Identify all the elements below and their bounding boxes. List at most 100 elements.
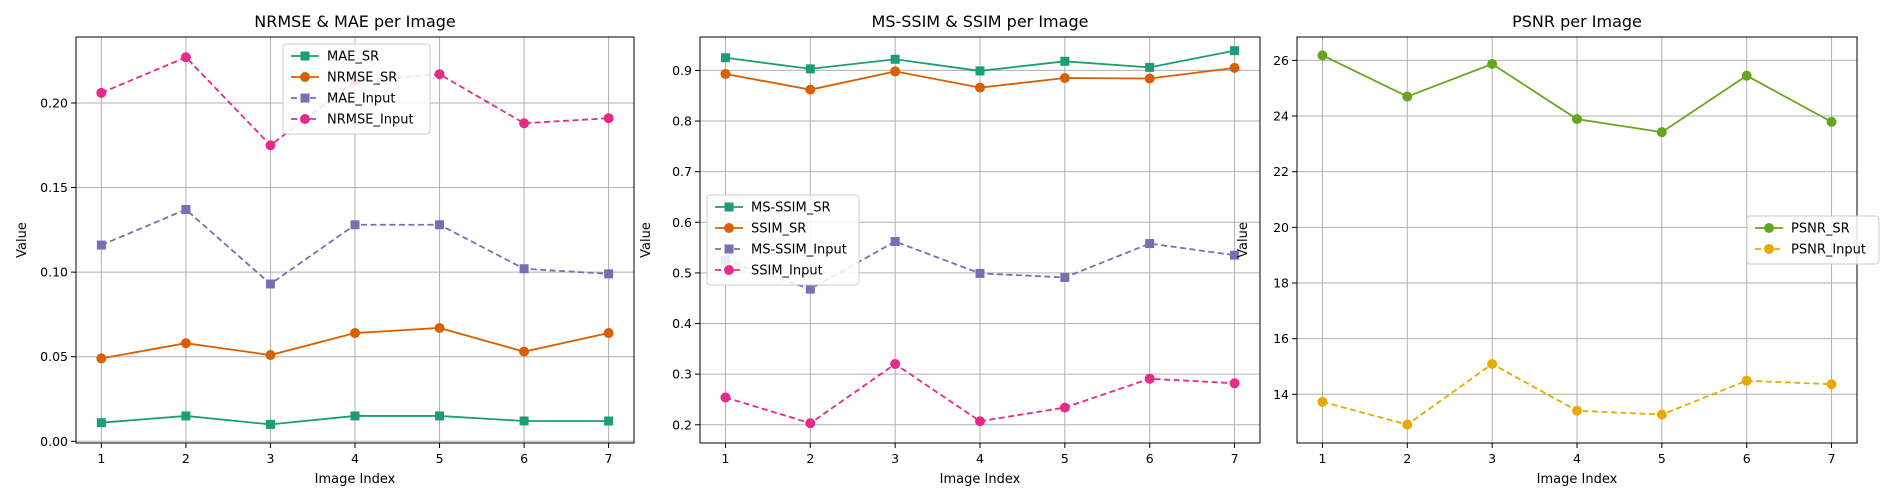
data-point [434, 322, 445, 333]
y-axis-label: Value [15, 222, 30, 258]
data-point [180, 52, 191, 63]
data-point [1230, 46, 1240, 56]
x-tick-label: 5 [1658, 451, 1666, 466]
data-point [435, 220, 445, 230]
plot-frame [75, 36, 635, 444]
y-tick-label: 0.05 [40, 349, 68, 364]
y-tick-label: 24 [1273, 109, 1289, 124]
data-point [1487, 58, 1498, 69]
y-tick-label: 0.9 [672, 63, 692, 78]
data-point [1656, 127, 1667, 138]
data-point [604, 269, 614, 279]
data-point [1229, 378, 1240, 389]
y-axis-label: Value [1236, 222, 1251, 258]
data-point [720, 53, 730, 63]
data-point [1826, 116, 1837, 127]
series-MAE_Input [96, 205, 614, 289]
legend: MAE_SR NRMSE_SR MAE_Input NRMSE_Input [282, 43, 431, 135]
series-PSNR_Input [1317, 358, 1837, 430]
y-tick-label: 0.6 [672, 215, 692, 230]
x-tick-label: 1 [97, 451, 105, 466]
data-point [720, 68, 731, 79]
x-tick-label: 6 [520, 451, 528, 466]
legend-marker [1764, 223, 1774, 233]
x-tick-label: 3 [266, 451, 274, 466]
legend-label: MAE_Input [327, 92, 396, 107]
data-point [1145, 239, 1155, 249]
x-axis-label: Image Index [315, 472, 396, 487]
chart-title: NRMSE & MAE per Image [254, 12, 456, 31]
chart-panel-2: 1 2 3 4 5 6 7 0.2 0.3 0.4 0.5 0.6 0.7 0.8 0.9 MS-SSIM &… [639, 12, 1261, 487]
data-point [1826, 379, 1837, 390]
data-point [603, 328, 614, 339]
y-tick-label: 18 [1273, 275, 1289, 290]
chart-title: PSNR per Image [1512, 12, 1642, 31]
data-point [96, 240, 106, 250]
data-point [96, 418, 106, 428]
legend-marker [724, 223, 734, 233]
data-point [975, 416, 985, 427]
data-point [519, 416, 529, 426]
y-tick-label: 0.00 [40, 434, 68, 449]
data-point [265, 419, 275, 429]
data-point [975, 82, 985, 93]
series-NRMSE_SR [96, 322, 614, 364]
legend: MS-SSIM_SR SSIM_SR MS-SSIM_Input SSIM_Input [706, 194, 860, 286]
data-point [350, 328, 360, 339]
legend-marker [1764, 244, 1774, 254]
data-point [1060, 56, 1070, 66]
data-point [350, 411, 360, 421]
x-tick-label: 4 [351, 451, 359, 466]
x-axis-label: Image Index [1537, 472, 1618, 487]
data-point [434, 69, 445, 80]
data-point [1317, 396, 1328, 407]
data-point [1144, 373, 1155, 384]
legend-box [282, 43, 431, 135]
data-point [265, 279, 275, 289]
data-point [1656, 409, 1667, 420]
legend-marker [300, 114, 310, 124]
legend: PSNR_SR PSNR_Input [1746, 215, 1880, 265]
y-tick-label: 0.2 [672, 417, 692, 432]
data-point [265, 140, 276, 151]
y-tick-label: 0.8 [672, 114, 692, 129]
series-PSNR_SR [1317, 50, 1837, 138]
data-point [1317, 50, 1328, 61]
data-point [1230, 250, 1240, 260]
y-tick-label: 0.10 [40, 265, 68, 280]
x-tick-label: 6 [1743, 451, 1751, 466]
legend-label: SSIM_SR [751, 222, 806, 237]
x-tick-label: 2 [806, 451, 814, 466]
y-tick-label: 14 [1273, 387, 1289, 402]
data-point [265, 350, 276, 361]
data-point [181, 205, 191, 215]
data-point [519, 118, 530, 129]
legend-marker [724, 265, 734, 275]
data-point [890, 359, 901, 370]
legend-marker [300, 93, 310, 103]
y-tick-label: 0.15 [40, 180, 68, 195]
x-tick-label: 5 [1061, 451, 1069, 466]
x-tick-label: 2 [1403, 451, 1411, 466]
y-tick-label: 0.5 [672, 265, 692, 280]
data-point [1229, 62, 1240, 73]
data-point [805, 284, 815, 294]
legend-label: NRMSE_Input [327, 113, 414, 128]
data-point [1572, 405, 1582, 416]
data-point [1059, 73, 1070, 84]
data-point [519, 346, 530, 357]
legend-marker [724, 244, 734, 254]
data-point [805, 84, 816, 95]
data-point [350, 220, 360, 230]
data-point [890, 237, 900, 247]
data-point [805, 418, 816, 429]
x-tick-label: 6 [1146, 451, 1154, 466]
x-tick-label: 1 [1318, 451, 1326, 466]
chart-title: MS-SSIM & SSIM per Image [872, 12, 1089, 31]
data-point [1059, 402, 1070, 413]
data-point [1402, 419, 1413, 430]
data-point [1144, 73, 1155, 84]
x-axis-label: Image Index [940, 472, 1021, 487]
